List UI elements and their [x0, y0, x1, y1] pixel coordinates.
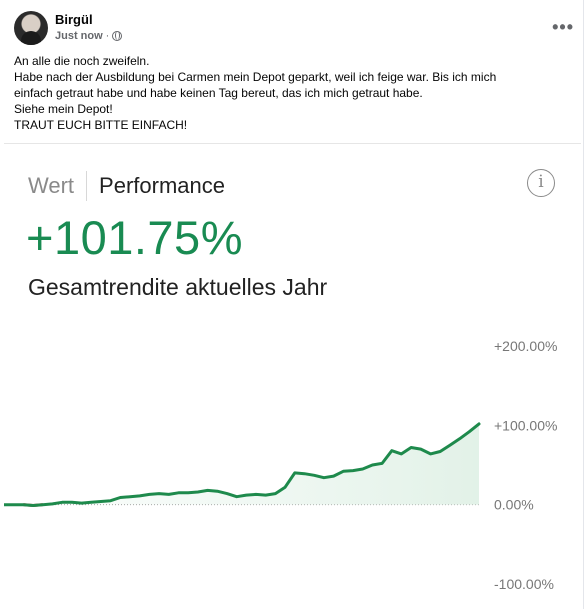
more-options-icon[interactable]: ••• — [552, 17, 574, 37]
post-line: An alle die noch zweifeln. — [14, 54, 150, 68]
performance-value: +101.75% — [26, 211, 243, 264]
post-line: Habe nach der Ausbildung bei Carmen mein… — [14, 70, 497, 84]
info-icon[interactable]: i — [527, 169, 555, 197]
post-line: einfach getraut habe und habe keinen Tag… — [14, 86, 423, 100]
tab-performance[interactable]: Performance — [99, 173, 225, 198]
post-meta: Just now · — [55, 30, 123, 42]
y-tick-label: -100.00% — [494, 576, 554, 592]
y-axis-ticks: +200.00% +100.00% 0.00% -100.00% — [494, 338, 557, 592]
y-tick-label: +200.00% — [494, 338, 557, 354]
y-tick-label: 0.00% — [494, 497, 534, 513]
performance-subtitle: Gesamtrendite aktuelles Jahr — [28, 274, 328, 300]
globe-icon — [112, 31, 123, 41]
tab-divider — [86, 171, 88, 201]
avatar[interactable] — [14, 11, 48, 45]
tab-bar: Wert Performance — [28, 169, 225, 203]
author-name[interactable]: Birgül — [55, 12, 93, 27]
post-body: An alle die noch zweifeln. Habe nach der… — [14, 53, 574, 133]
post-time[interactable]: Just now — [55, 30, 103, 42]
performance-area — [4, 423, 479, 506]
post-line: Siehe mein Depot! — [14, 102, 113, 116]
y-tick-label: +100.00% — [494, 417, 557, 433]
meta-separator: · — [105, 30, 110, 42]
performance-chart: +200.00% +100.00% 0.00% -100.00% — [4, 338, 557, 592]
post-line: TRAUT EUCH BITTE EINFACH! — [14, 118, 188, 132]
post-header: Birgül Just now · ••• — [14, 11, 574, 51]
tab-wert[interactable]: Wert — [28, 173, 75, 198]
depot-screenshot-image[interactable]: Wert Performance i +101.75% Gesamtrendit… — [4, 143, 581, 610]
performance-line — [4, 422, 481, 507]
